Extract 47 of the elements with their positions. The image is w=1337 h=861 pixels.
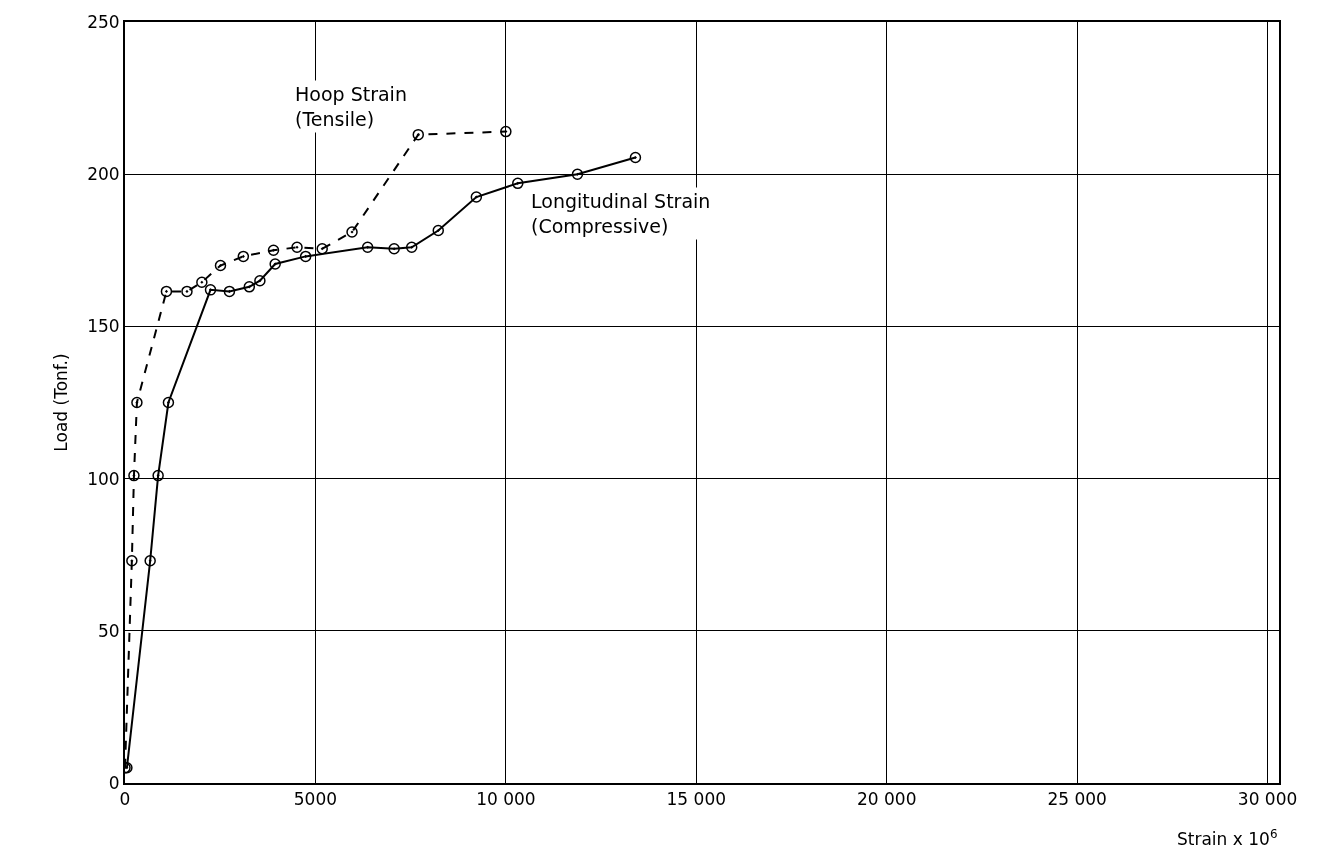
point — [243, 281, 256, 293]
y-tick-label: 50 — [97, 620, 120, 641]
point — [405, 241, 418, 254]
y-tick-label: 0 — [108, 772, 120, 793]
point — [131, 396, 143, 409]
point — [196, 276, 208, 289]
y-axis-title: Load (Tonf.) — [51, 353, 72, 452]
point — [316, 243, 328, 255]
point — [388, 243, 400, 255]
point — [254, 274, 266, 287]
point — [361, 241, 374, 254]
point — [291, 241, 303, 254]
point — [512, 177, 524, 190]
point — [432, 224, 445, 237]
point — [267, 244, 280, 257]
series-label: Longitudinal Strain (Compressive) — [531, 190, 711, 237]
point — [223, 285, 236, 298]
point — [181, 285, 193, 298]
x-tick-label: 20 000 — [856, 789, 917, 810]
point — [162, 396, 175, 409]
point — [629, 151, 642, 164]
x-tick-label: 5000 — [293, 789, 338, 810]
x-tick-label: 25 000 — [1047, 789, 1107, 810]
y-tick-label: 250 — [87, 11, 120, 32]
point — [470, 191, 483, 203]
x-axis-title: Strain x 10$^{6}$ — [1177, 827, 1278, 850]
point — [126, 555, 138, 567]
point — [299, 250, 312, 263]
y-tick-label: 100 — [87, 468, 120, 489]
point — [346, 226, 358, 238]
point — [160, 285, 173, 298]
point — [500, 125, 512, 138]
point — [237, 250, 250, 263]
x-tick-label: 15 000 — [666, 789, 727, 810]
point — [144, 555, 156, 567]
series-label: Hoop Strain (Tensile) — [295, 83, 407, 130]
x-tick-label: 30 000 — [1237, 789, 1298, 810]
point — [214, 259, 227, 272]
point — [204, 284, 217, 296]
point — [412, 128, 425, 141]
point — [269, 258, 281, 270]
point — [128, 469, 140, 482]
y-tick-label: 150 — [87, 316, 120, 337]
point — [152, 469, 164, 482]
x-tick-label: 10 000 — [476, 789, 536, 810]
y-tick-label: 200 — [87, 164, 120, 185]
point — [571, 168, 584, 180]
